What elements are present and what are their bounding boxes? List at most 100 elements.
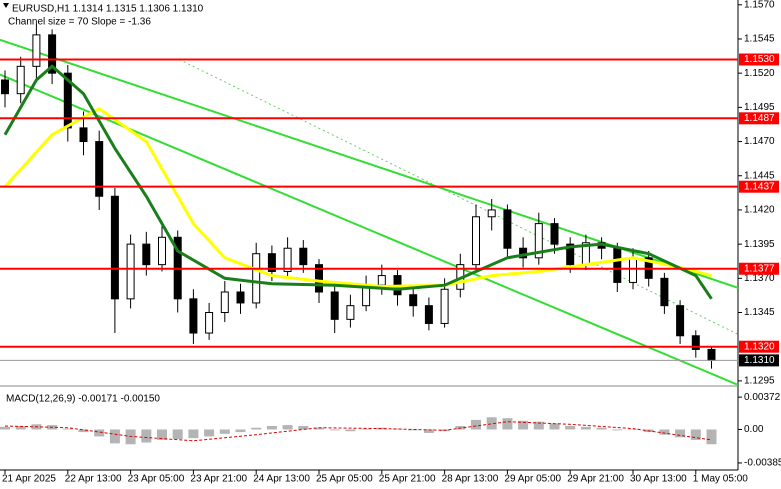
candle-body <box>189 298 198 334</box>
candle-body <box>252 253 261 304</box>
candle-body <box>707 348 716 361</box>
x-tick-label: 29 Apr 21:00 <box>567 474 624 485</box>
macd-bar <box>329 429 340 431</box>
signal-line <box>4 421 712 442</box>
level-tag <box>739 180 779 193</box>
macd-bar <box>659 429 670 435</box>
candle-body <box>330 291 339 320</box>
last-price-label: 1.1310 <box>744 355 775 366</box>
level-tag <box>739 340 779 353</box>
macd-title: MACD(12,26,9) -0.00171 -0.00150 <box>6 394 160 405</box>
y-tick-label: 1.1370 <box>744 273 775 284</box>
macd-bar <box>109 429 120 444</box>
candle-body <box>409 294 418 307</box>
candle-body <box>299 247 308 266</box>
candle-body <box>613 247 622 283</box>
last-price-tag <box>739 354 779 367</box>
chart-subtitle: Channel size = 70 Slope = -1.36 <box>8 17 151 28</box>
macd-bar <box>0 426 10 430</box>
x-tick-label: 21 Apr 2025 <box>2 474 56 485</box>
macd-bar <box>219 429 230 434</box>
macd-bar <box>15 426 26 430</box>
candle-body <box>472 216 480 266</box>
macd-bar <box>361 428 372 430</box>
macd-bar <box>423 429 434 433</box>
candle-body <box>550 223 559 245</box>
x-tick-label: 24 Apr 13:00 <box>253 474 310 485</box>
level-tag <box>739 262 779 275</box>
candle-body <box>63 72 72 129</box>
y-tick-label: 1.1295 <box>744 376 775 387</box>
candle-body <box>629 257 637 283</box>
level-label: 1.1530 <box>744 54 775 65</box>
macd-bar <box>502 418 513 430</box>
macd-bar <box>471 419 481 430</box>
macd-bar <box>345 429 356 432</box>
macd-bar <box>78 429 89 433</box>
macd-bar <box>392 428 403 430</box>
x-tick-label: 29 Apr 05:00 <box>504 474 561 485</box>
candle-body <box>503 209 512 249</box>
macd-bar <box>580 426 591 430</box>
macd-bar <box>62 428 73 430</box>
indicator-line <box>179 59 738 335</box>
y-tick-label: 1.1495 <box>744 102 775 113</box>
candle-body <box>205 312 214 334</box>
collapse-arrow[interactable] <box>3 3 9 8</box>
macd-bar <box>596 427 607 430</box>
x-tick-label: 22 Apr 13:00 <box>65 474 122 485</box>
candle-body <box>16 65 25 95</box>
candle-body <box>267 253 276 272</box>
macd-bar <box>628 429 638 430</box>
candle-body <box>566 243 575 266</box>
y-tick-label: 1.1470 <box>744 136 775 147</box>
candle-body <box>534 223 543 259</box>
macd-bar <box>533 421 544 430</box>
x-tick-label: 25 Apr 21:00 <box>379 474 436 485</box>
y-tick-label: 1.1420 <box>744 205 775 216</box>
macd-bar <box>141 429 152 443</box>
candle-body <box>32 34 41 67</box>
level-tag <box>739 112 779 125</box>
candle-body <box>315 264 323 293</box>
candle-body <box>346 305 355 320</box>
x-tick-label: 28 Apr 13:00 <box>442 474 499 485</box>
level-label: 1.1377 <box>744 263 775 274</box>
y-tick-label: 1.1445 <box>744 170 775 181</box>
candle-body <box>220 291 229 314</box>
y-tick-label: 1.1570 <box>744 0 775 10</box>
macd-bar <box>94 429 105 437</box>
candle-body <box>377 275 386 286</box>
macd-bar <box>282 425 293 430</box>
candle-body <box>158 236 166 266</box>
candle-body <box>1 79 9 95</box>
candle-body <box>79 127 88 143</box>
candle-body <box>283 247 292 272</box>
macd-bar <box>157 429 167 440</box>
chart-title: EURUSD,H1 1.1314 1.1315 1.1306 1.1310 <box>12 4 204 15</box>
macd-bar <box>706 429 717 445</box>
candle-body <box>236 291 245 304</box>
macd-bar <box>235 429 246 433</box>
x-tick-label: 25 Apr 05:00 <box>316 474 373 485</box>
candle-body <box>676 305 685 337</box>
candle-body <box>691 335 700 350</box>
macd-bar <box>612 429 623 431</box>
indicator-line <box>3 106 712 289</box>
y-tick-label: 1.1520 <box>744 68 775 79</box>
x-tick-label: 23 Apr 21:00 <box>190 474 247 485</box>
macd-bar <box>549 423 560 430</box>
level-tag <box>739 53 779 66</box>
macd-bar <box>266 426 277 430</box>
macd-bar <box>518 420 529 430</box>
x-tick-label: 1 May 05:00 <box>693 474 748 485</box>
candle-body <box>142 243 151 266</box>
macd-bar <box>204 429 215 437</box>
x-tick-label: 30 Apr 13:00 <box>630 474 687 485</box>
y-tick-label: 1.1345 <box>744 307 775 318</box>
y-tick-label: 0.00 <box>744 424 764 435</box>
y-tick-label: 0.00372 <box>744 392 781 403</box>
macd-bar <box>172 429 183 440</box>
